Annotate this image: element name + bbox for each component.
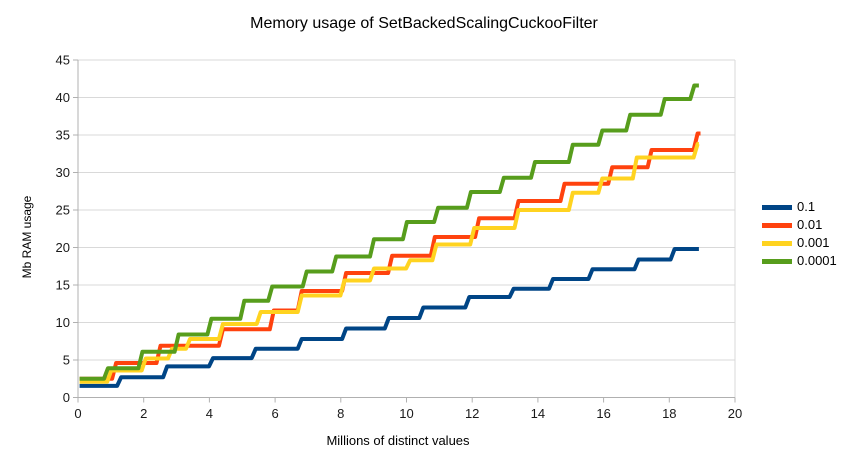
x-tick-label: 16 xyxy=(596,406,610,421)
y-tick-label: 30 xyxy=(56,165,70,180)
x-axis-title: Millions of distinct values xyxy=(326,433,470,448)
series-line-0.01 xyxy=(79,131,701,381)
x-tick-label: 12 xyxy=(465,406,479,421)
legend-item: 0.1 xyxy=(762,198,837,216)
legend-label: 0.0001 xyxy=(797,253,837,268)
legend-label: 0.01 xyxy=(797,217,823,232)
y-tick-label: 40 xyxy=(56,90,70,105)
y-tick-label: 20 xyxy=(56,240,70,255)
y-tick-label: 0 xyxy=(63,390,70,405)
x-tick-label: 8 xyxy=(337,406,344,421)
y-tick-label: 5 xyxy=(63,353,70,368)
x-tick-label: 20 xyxy=(728,406,742,421)
x-tick-label: 4 xyxy=(206,406,213,421)
legend-label: 0.1 xyxy=(797,199,816,214)
y-tick-label: 15 xyxy=(56,278,70,293)
y-tick-label: 45 xyxy=(56,53,70,68)
series-line-0.1 xyxy=(79,247,699,388)
series-line-0.0001 xyxy=(79,83,699,381)
legend-item: 0.01 xyxy=(762,216,837,234)
series-swatch xyxy=(762,204,792,210)
series-swatch xyxy=(762,240,792,246)
legend-label: 0.001 xyxy=(797,235,830,250)
x-tick-label: 10 xyxy=(399,406,413,421)
y-tick-label: 25 xyxy=(56,203,70,218)
legend-item: 0.001 xyxy=(762,234,837,252)
x-tick-label: 0 xyxy=(74,406,81,421)
series-swatch xyxy=(762,258,792,264)
y-tick-label: 35 xyxy=(56,128,70,143)
x-tick-label: 14 xyxy=(531,406,545,421)
x-tick-label: 6 xyxy=(271,406,278,421)
legend: 0.1 0.01 0.001 0.0001 xyxy=(762,198,837,270)
x-tick-label: 2 xyxy=(140,406,147,421)
series-swatch xyxy=(762,222,792,228)
x-tick-label: 18 xyxy=(662,406,676,421)
legend-item: 0.0001 xyxy=(762,252,837,270)
chart-title: Memory usage of SetBackedScalingCuckooFi… xyxy=(250,15,598,32)
y-tick-label: 10 xyxy=(56,315,70,330)
